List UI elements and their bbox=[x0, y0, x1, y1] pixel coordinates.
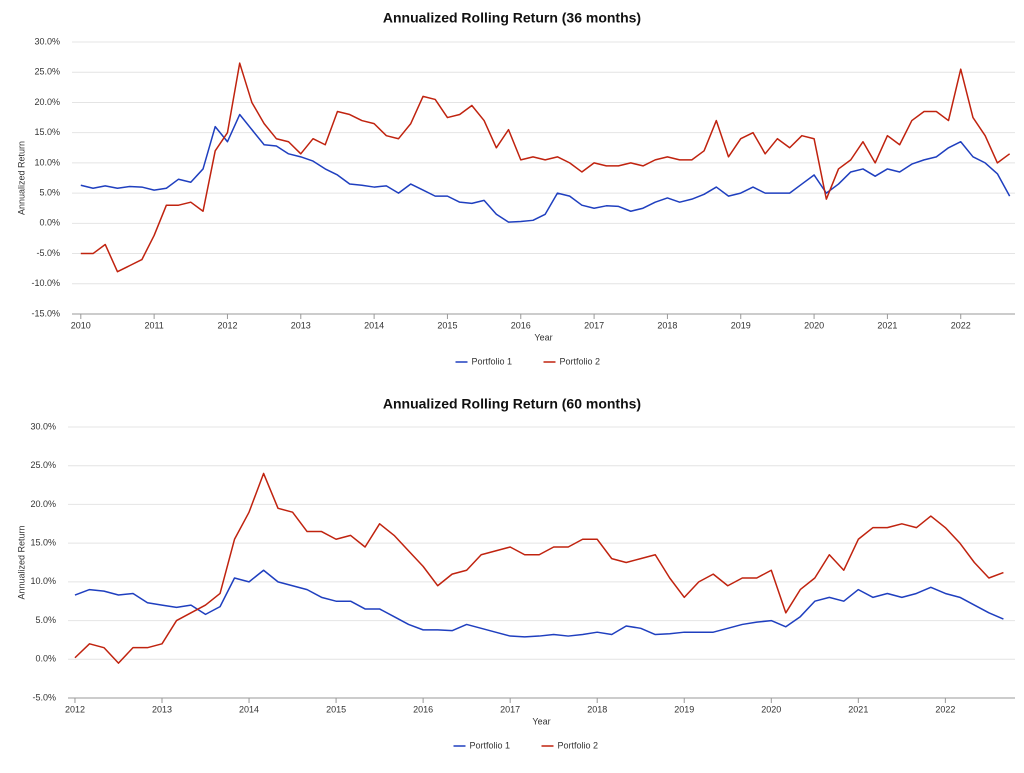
legend-label: Portfolio 2 bbox=[560, 356, 601, 366]
y-axis-label: Annualized Return bbox=[16, 141, 26, 215]
y-tick-label: 5.0% bbox=[39, 187, 60, 197]
legend-label: Portfolio 1 bbox=[470, 740, 511, 750]
x-tick-label: 2022 bbox=[951, 320, 971, 330]
series-line bbox=[80, 113, 1011, 223]
x-tick-label: 2016 bbox=[511, 320, 531, 330]
x-tick-label: 2016 bbox=[413, 704, 433, 714]
series-line bbox=[80, 62, 1011, 273]
x-tick-label: 2014 bbox=[364, 320, 384, 330]
y-tick-label: 25.0% bbox=[34, 67, 60, 77]
x-tick-label: 2019 bbox=[674, 704, 694, 714]
y-tick-label: 30.0% bbox=[34, 36, 60, 46]
x-tick-label: 2018 bbox=[587, 704, 607, 714]
y-tick-label: -5.0% bbox=[32, 692, 56, 702]
y-tick-label: 20.0% bbox=[34, 97, 60, 107]
x-tick-label: 2015 bbox=[437, 320, 457, 330]
x-tick-label: 2020 bbox=[804, 320, 824, 330]
y-tick-label: -5.0% bbox=[36, 248, 60, 258]
y-tick-label: 25.0% bbox=[30, 460, 56, 470]
x-tick-label: 2017 bbox=[500, 704, 520, 714]
y-tick-label: -15.0% bbox=[31, 308, 60, 318]
x-tick-label: 2014 bbox=[239, 704, 259, 714]
x-tick-label: 2021 bbox=[848, 704, 868, 714]
x-tick-label: 2012 bbox=[65, 704, 85, 714]
chart-title: Annualized Rolling Return (36 months) bbox=[383, 10, 641, 26]
y-axis-label: Annualized Return bbox=[16, 525, 26, 599]
y-tick-label: 15.0% bbox=[34, 127, 60, 137]
y-tick-label: 10.0% bbox=[30, 576, 56, 586]
x-tick-label: 2015 bbox=[326, 704, 346, 714]
y-tick-label: 20.0% bbox=[30, 499, 56, 509]
chart: Annualized Rolling Return (60 months) -5.… bbox=[16, 396, 1015, 750]
y-tick-label: 0.0% bbox=[35, 654, 56, 664]
x-axis-label: Year bbox=[532, 716, 550, 726]
x-tick-label: 2020 bbox=[761, 704, 781, 714]
y-tick-label: 10.0% bbox=[34, 157, 60, 167]
x-tick-label: 2019 bbox=[731, 320, 751, 330]
x-tick-label: 2010 bbox=[71, 320, 91, 330]
legend-label: Portfolio 1 bbox=[472, 356, 513, 366]
x-tick-label: 2013 bbox=[152, 704, 172, 714]
series-line bbox=[74, 472, 1004, 664]
chart-title: Annualized Rolling Return (60 months) bbox=[383, 396, 641, 412]
series-line bbox=[74, 569, 1004, 638]
legend-label: Portfolio 2 bbox=[558, 740, 599, 750]
x-tick-label: 2012 bbox=[217, 320, 237, 330]
x-tick-label: 2013 bbox=[291, 320, 311, 330]
y-tick-label: -10.0% bbox=[31, 278, 60, 288]
x-tick-label: 2022 bbox=[935, 704, 955, 714]
y-tick-label: 30.0% bbox=[30, 421, 56, 431]
y-tick-label: 0.0% bbox=[39, 218, 60, 228]
x-tick-label: 2021 bbox=[877, 320, 897, 330]
x-tick-label: 2011 bbox=[144, 320, 163, 330]
y-tick-label: 15.0% bbox=[30, 538, 56, 548]
x-axis-label: Year bbox=[534, 332, 552, 342]
chart: Annualized Rolling Return (36 months) -15… bbox=[16, 10, 1015, 366]
x-tick-label: 2017 bbox=[584, 320, 604, 330]
x-tick-label: 2018 bbox=[657, 320, 677, 330]
y-tick-label: 5.0% bbox=[35, 615, 56, 625]
